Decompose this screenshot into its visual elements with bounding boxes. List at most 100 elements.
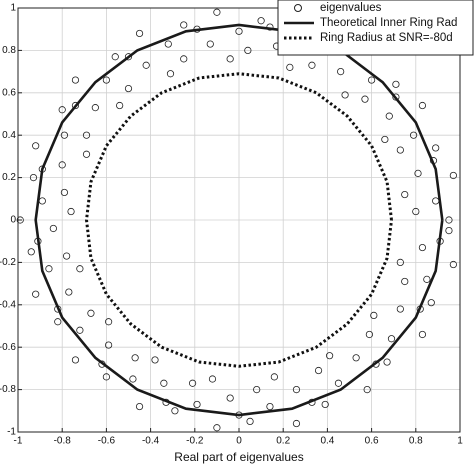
scatter-point xyxy=(244,46,252,55)
x-tick-label: 0 xyxy=(236,436,242,447)
y-tick-label: -0.8 xyxy=(0,384,16,395)
y-tick-label: 0 xyxy=(10,215,16,226)
y-tick-label: 0.2 xyxy=(2,172,16,183)
scatter-point xyxy=(449,260,457,269)
scatter-point xyxy=(418,243,427,252)
scatter-point xyxy=(326,352,334,360)
y-tick-label: -0.6 xyxy=(0,342,16,353)
x-tick-label: 0.8 xyxy=(409,436,423,447)
x-tick-label: -0.8 xyxy=(54,436,72,447)
series-line xyxy=(84,72,393,368)
scatter-point xyxy=(91,104,99,112)
legend-box xyxy=(277,0,474,56)
scatter-point xyxy=(401,277,409,286)
scatter-point xyxy=(60,131,69,139)
scatter-point xyxy=(71,356,80,364)
legend-label: Ring Radius at SNR=-80d xyxy=(320,32,453,44)
scatter-point xyxy=(58,161,66,169)
scatter-point xyxy=(131,354,139,362)
scatter-point xyxy=(82,131,91,139)
scatter-point xyxy=(396,258,404,266)
scatter-point xyxy=(365,330,373,339)
legend-label: eigenvalues xyxy=(320,2,382,14)
x-tick-label: -0.6 xyxy=(98,436,116,447)
scatter-point xyxy=(418,330,427,339)
x-tick-label: -1 xyxy=(14,436,23,447)
y-tick-label: -1 xyxy=(7,427,16,438)
scatter-point xyxy=(449,171,457,180)
scatter-point xyxy=(102,76,111,84)
y-tick-label: 0.6 xyxy=(2,87,16,98)
x-axis-label: Real part of eigenvalues xyxy=(174,450,303,464)
scatter-point xyxy=(445,227,453,235)
scatter-point xyxy=(58,106,66,114)
scatter-point xyxy=(124,84,133,93)
scatter-point xyxy=(65,288,73,296)
scatter-point xyxy=(32,142,40,150)
scatter-point xyxy=(308,61,316,69)
scatter-point xyxy=(337,68,345,76)
y-tick-label: 1 xyxy=(10,3,16,14)
legend-label: Theoretical Inner Ring Rad xyxy=(320,17,457,29)
scatter-point xyxy=(226,394,234,402)
scatter-point xyxy=(29,174,38,182)
scatter-point xyxy=(321,400,329,409)
scatter-point xyxy=(166,70,175,78)
scatter-point xyxy=(82,150,91,158)
scatter-point xyxy=(235,27,243,35)
scatter-point xyxy=(352,354,360,362)
scatter-point xyxy=(387,335,396,343)
scatter-point xyxy=(129,375,137,383)
scatter-point xyxy=(445,216,453,224)
scatter-point xyxy=(180,21,188,29)
scatter-point xyxy=(76,326,84,334)
x-tick-label: -0.4 xyxy=(142,436,160,447)
scatter-point xyxy=(412,207,420,216)
scatter-point xyxy=(180,55,188,63)
y-tick-label: 0.8 xyxy=(2,45,16,56)
scatter-point xyxy=(401,190,409,199)
scatter-point xyxy=(432,144,440,152)
scatter-point xyxy=(71,101,80,110)
scatter-point xyxy=(213,424,221,432)
x-tick-label: 0.2 xyxy=(276,436,290,447)
scatter-point xyxy=(418,101,427,110)
scatter-point xyxy=(409,131,418,139)
scatter-point xyxy=(124,53,133,61)
scatter-point xyxy=(314,366,323,375)
scatter-point xyxy=(63,252,71,260)
scatter-point xyxy=(135,402,144,411)
scatter-point xyxy=(253,385,261,394)
scatter-point xyxy=(363,385,371,394)
x-tick-label: 0.4 xyxy=(320,436,334,447)
scatter-point xyxy=(341,91,349,99)
legend-marker xyxy=(294,4,302,12)
scatter-point xyxy=(67,207,75,216)
scatter-point xyxy=(427,299,435,307)
scatter-point xyxy=(270,373,278,381)
scatter-point xyxy=(160,379,168,387)
ticks: -1 -0.8 -0.6 -0.4 -0.2 0 0.2 0.4 0.6 0.8 1 -1 -0.8 -0… xyxy=(0,3,463,447)
scatter-point xyxy=(396,146,404,154)
scatter-point xyxy=(226,55,234,63)
scatter-point xyxy=(334,379,343,387)
scatter-point xyxy=(105,318,113,326)
scatter-point xyxy=(414,169,422,177)
scatter-point xyxy=(102,373,111,381)
legend: eigenvalues Theoretical Inner Ring Rad Rin… xyxy=(277,0,474,56)
x-tick-label: 1 xyxy=(457,436,463,447)
scatter-point xyxy=(142,61,150,69)
y-tick-label: -0.2 xyxy=(0,257,16,268)
scatter-point xyxy=(396,305,404,313)
scatter-point xyxy=(292,385,301,394)
x-tick-label: 0.6 xyxy=(365,436,379,447)
scatter-point xyxy=(286,63,294,71)
scatter-point xyxy=(45,265,53,273)
scatter-point xyxy=(292,419,301,428)
scatter-point xyxy=(164,40,172,48)
scatter-point xyxy=(257,17,265,25)
scatter-point xyxy=(213,8,221,16)
scatter-point xyxy=(208,375,217,383)
